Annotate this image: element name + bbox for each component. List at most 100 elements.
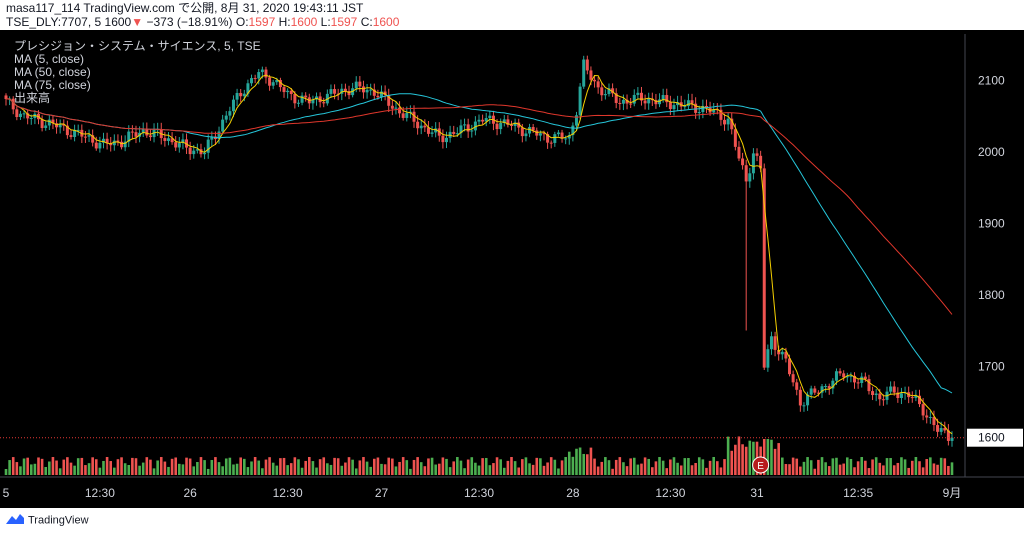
volume-bar bbox=[351, 459, 354, 475]
candle-body bbox=[654, 100, 658, 105]
candle-body bbox=[383, 91, 387, 96]
volume-bar bbox=[159, 457, 163, 475]
current-price-label: 1600 bbox=[978, 431, 1005, 445]
time-tick-label: 27 bbox=[375, 486, 389, 500]
volume-bar bbox=[228, 457, 232, 475]
volume-bar bbox=[152, 468, 156, 475]
volume-bar bbox=[737, 436, 741, 475]
candle-body bbox=[603, 94, 607, 96]
volume-bar bbox=[589, 447, 593, 475]
candle-body bbox=[29, 118, 33, 120]
candle-body bbox=[860, 376, 864, 384]
open-value: 1597 bbox=[248, 15, 276, 29]
candle-body bbox=[488, 115, 492, 119]
volume-bar bbox=[676, 462, 679, 475]
volume-bar bbox=[499, 459, 502, 475]
candle-body bbox=[943, 428, 947, 431]
volume-bar bbox=[853, 467, 856, 475]
candle-body bbox=[376, 95, 380, 98]
volume-bar bbox=[701, 459, 705, 475]
volume-bar bbox=[741, 444, 744, 475]
volume-bar bbox=[365, 461, 369, 475]
volume-bar bbox=[286, 465, 289, 475]
time-tick-label: 12:30 bbox=[85, 486, 115, 500]
candle-body bbox=[639, 92, 643, 101]
volume-bar bbox=[250, 461, 253, 475]
volume-bar bbox=[780, 457, 784, 475]
candle-body bbox=[340, 88, 344, 94]
legend-ma50[interactable]: MA (50, close) bbox=[14, 65, 91, 79]
volume-bar bbox=[658, 457, 661, 475]
candle-body bbox=[593, 79, 597, 82]
candle-body bbox=[101, 138, 105, 143]
volume-bar bbox=[690, 465, 694, 475]
volume-bar bbox=[683, 458, 687, 475]
candle-body bbox=[199, 149, 203, 155]
volume-bar bbox=[477, 465, 481, 475]
volume-bar bbox=[127, 465, 131, 475]
candle-body bbox=[275, 80, 279, 83]
volume-bar bbox=[441, 457, 445, 475]
candle-body bbox=[130, 131, 134, 133]
ma50-line bbox=[5, 93, 953, 394]
candle-body bbox=[271, 82, 275, 86]
candle-body bbox=[470, 130, 474, 132]
candle-body bbox=[704, 105, 708, 109]
price-tick-label: 2000 bbox=[978, 145, 1005, 159]
candle-body bbox=[658, 99, 662, 105]
candle-body bbox=[896, 392, 900, 399]
legend-ma75[interactable]: MA (75, close) bbox=[14, 78, 91, 92]
volume-bar bbox=[578, 447, 582, 475]
legend-volume[interactable]: 出来高 bbox=[14, 91, 51, 105]
candle-body bbox=[94, 142, 98, 149]
candle-body bbox=[217, 131, 221, 140]
volume-bar bbox=[705, 467, 708, 475]
volume-bar bbox=[131, 457, 134, 475]
candle-body bbox=[509, 124, 513, 126]
volume-bar bbox=[315, 467, 318, 475]
volume-bar bbox=[492, 463, 495, 475]
volume-bar bbox=[185, 457, 188, 475]
tradingview-logo-icon bbox=[6, 514, 24, 527]
volume-bar bbox=[604, 457, 607, 475]
volume-bar bbox=[437, 463, 441, 475]
volume-bar bbox=[629, 458, 632, 475]
price-chart[interactable]: 1600170018001900200021001600512:302612:3… bbox=[0, 30, 1024, 535]
volume-bar bbox=[80, 457, 84, 475]
volume-bar bbox=[33, 463, 37, 475]
candle-body bbox=[463, 124, 467, 126]
volume-bar bbox=[607, 460, 611, 475]
candle-body bbox=[744, 165, 748, 182]
candle-body bbox=[455, 133, 459, 135]
candle-body bbox=[163, 138, 167, 141]
volume-bar bbox=[311, 461, 315, 475]
volume-bar bbox=[647, 458, 651, 475]
candle-body bbox=[55, 123, 59, 128]
candle-body bbox=[546, 134, 550, 143]
candle-body bbox=[206, 139, 210, 153]
volume-bar bbox=[167, 466, 170, 475]
volume-bar bbox=[643, 457, 647, 475]
candle-body bbox=[231, 99, 235, 112]
candle-body bbox=[18, 113, 22, 118]
volume-bar bbox=[521, 459, 524, 475]
candle-body bbox=[22, 113, 26, 115]
candle-body bbox=[690, 100, 694, 104]
chart-legend: プレシジョン・システム・サイエンス, 5, TSE MA (5, close) … bbox=[14, 40, 261, 105]
volume-bar bbox=[210, 460, 214, 475]
brand: TradingView bbox=[6, 514, 89, 527]
volume-bar bbox=[134, 458, 138, 475]
candle-body bbox=[65, 125, 69, 136]
candle-body bbox=[672, 105, 676, 110]
candle-body bbox=[755, 153, 759, 156]
candle-body bbox=[423, 125, 427, 128]
candle-body bbox=[614, 93, 618, 103]
candle-body bbox=[369, 89, 373, 91]
volume-bar bbox=[22, 458, 26, 475]
volume-bar bbox=[391, 458, 394, 475]
volume-bar bbox=[640, 463, 643, 475]
candle-body bbox=[394, 107, 398, 109]
candle-body bbox=[939, 428, 943, 432]
candle-body bbox=[62, 124, 66, 126]
legend-ma5[interactable]: MA (5, close) bbox=[14, 52, 85, 66]
